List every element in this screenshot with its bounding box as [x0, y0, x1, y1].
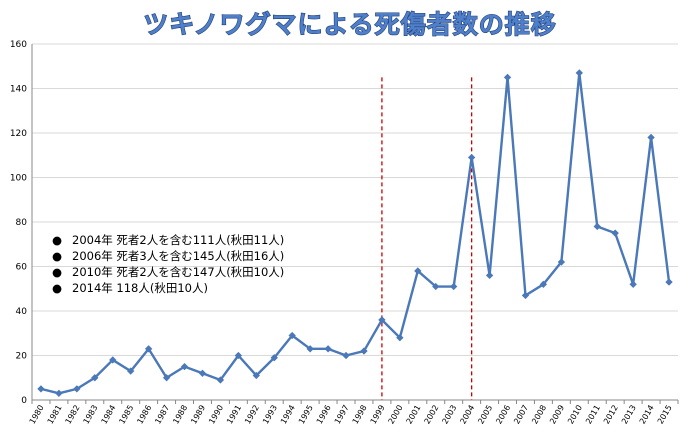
annotation-text: 2006年 死者3人を含む145人(秋田16人): [72, 249, 284, 263]
axes: [31, 44, 679, 404]
x-tick-label: 1996: [315, 404, 333, 426]
data-point: [521, 291, 530, 300]
y-tick-label: 160: [10, 40, 27, 50]
x-tick-label: 1990: [207, 404, 225, 426]
x-tick-label: 2000: [387, 404, 405, 426]
data-point: [485, 271, 494, 280]
data-point: [198, 369, 207, 378]
data-point: [414, 267, 422, 275]
data-point: [55, 389, 63, 398]
annotation-bullet: ●: [52, 281, 62, 295]
data-point: [557, 258, 566, 266]
data-point: [73, 385, 81, 393]
x-tick-label: 2007: [512, 404, 530, 426]
data-point: [539, 280, 548, 289]
data-point: [647, 133, 655, 142]
y-tick-labels: 0 20 40 60 80 100 120 140 160: [10, 40, 27, 406]
data-point: [288, 331, 296, 340]
reference-lines: [381, 77, 473, 400]
x-tick-label: 2014: [638, 404, 656, 426]
series: [37, 69, 673, 398]
x-tick-label: 2002: [423, 404, 441, 426]
x-tick-label: 2009: [548, 404, 566, 426]
y-tick-label: 20: [16, 352, 28, 362]
x-tick-label: 1984: [100, 404, 118, 426]
data-point: [629, 280, 637, 289]
data-point: [270, 353, 279, 362]
x-tick-label: 1982: [64, 404, 82, 426]
x-tick-label: 2008: [530, 404, 548, 426]
data-point: [162, 373, 171, 382]
x-tick-label: 1987: [153, 404, 171, 426]
series-line: [40, 71, 671, 395]
data-point: [180, 362, 189, 371]
data-point: [431, 282, 440, 291]
data-point: [503, 73, 512, 82]
data-point: [144, 345, 153, 353]
data-point: [360, 347, 368, 355]
x-tick-label: 1995: [297, 404, 315, 426]
annotation-bullet: ●: [52, 265, 62, 279]
x-tick-label: 1989: [189, 404, 207, 426]
y-tick-label: 120: [10, 129, 27, 139]
data-point: [91, 373, 99, 382]
data-point: [216, 376, 225, 384]
x-tick-label: 2005: [476, 404, 494, 426]
data-point: [126, 367, 135, 375]
annotation-text: 2010年 死者2人を含む147人(秋田10人): [72, 265, 284, 279]
x-tick-label: 1997: [333, 404, 351, 426]
x-tick-label: 1988: [171, 404, 189, 426]
x-tick-label: 1992: [243, 404, 261, 426]
x-tick-label: 2001: [405, 404, 423, 426]
x-tick-label: 1994: [279, 404, 297, 426]
x-tick-label: 2013: [620, 404, 638, 426]
data-point: [37, 385, 45, 393]
y-tick-label: 40: [16, 307, 28, 317]
annotation-bullet: ●: [52, 233, 62, 247]
x-tick-label: 2004: [458, 404, 476, 426]
chart-title: ツキノワグマによる死傷者数の推移: [143, 10, 557, 39]
annotations: ● 2004年 死者2人を含む111人(秋田11人) ● 2006年 死者3人を含む1…: [52, 233, 284, 295]
y-tick-label: 60: [16, 263, 28, 273]
data-point: [108, 356, 117, 364]
data-point: [396, 333, 404, 342]
x-tick-label: 2010: [566, 404, 584, 426]
data-point: [665, 278, 673, 286]
x-tick-label: 2012: [602, 404, 620, 426]
x-tick-label: 2015: [656, 404, 674, 426]
data-point: [306, 345, 314, 353]
x-tick-label: 1986: [135, 404, 153, 426]
x-tick-label: 2011: [584, 404, 602, 426]
data-point: [234, 351, 243, 360]
data-point: [449, 282, 458, 291]
data-point: [611, 229, 619, 237]
data-point: [342, 351, 350, 360]
y-tick-label: 80: [16, 218, 28, 228]
x-tick-label: 1998: [351, 404, 369, 426]
annotation-bullet: ●: [52, 249, 62, 263]
y-tick-label: 140: [10, 85, 27, 95]
x-tick-label: 1981: [46, 404, 64, 426]
x-tick-label: 1985: [117, 404, 135, 426]
x-tick-labels: 1980 1981 1982 1983 1984 1985 1986 1987 1988 1989…: [28, 404, 674, 426]
x-tick-label: 1980: [28, 404, 46, 426]
x-tick-label: 2006: [494, 404, 512, 426]
data-point: [324, 345, 332, 353]
data-point: [575, 69, 584, 77]
annotation-text: 2014年 118人(秋田10人): [72, 281, 208, 295]
x-tick-label: 1999: [369, 404, 387, 426]
data-point: [467, 153, 476, 162]
data-point: [593, 222, 602, 231]
data-point: [378, 316, 386, 324]
y-tick-label: 0: [21, 396, 27, 406]
data-point: [252, 371, 261, 380]
y-tick-label: 100: [10, 174, 27, 184]
grid: [32, 43, 678, 356]
annotation-text: 2004年 死者2人を含む111人(秋田11人): [72, 233, 284, 247]
x-tick-label: 1991: [225, 404, 243, 426]
x-tick-label: 1993: [261, 404, 279, 426]
x-tick-label: 2003: [440, 404, 458, 426]
x-tick-label: 1983: [82, 404, 100, 426]
